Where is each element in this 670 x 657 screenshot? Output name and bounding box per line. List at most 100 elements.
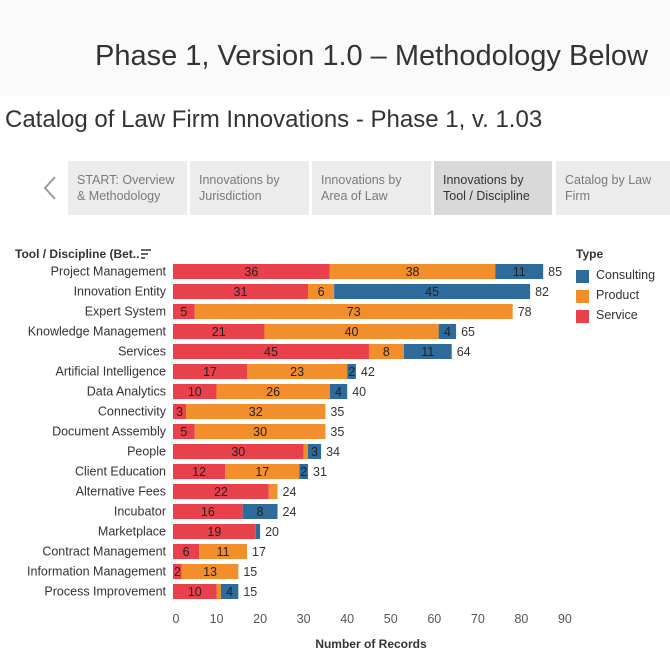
bar-segment-product[interactable] xyxy=(216,584,221,599)
bar-segment-service[interactable] xyxy=(173,324,265,339)
tab-overview-methodology[interactable]: START: Overview & Methodology xyxy=(68,161,187,215)
legend-swatch-consulting xyxy=(576,270,589,283)
x-tick-label: 70 xyxy=(471,612,485,626)
segment-data-label: 11 xyxy=(217,545,230,559)
total-label: 35 xyxy=(330,405,344,419)
category-label: Services xyxy=(118,345,166,359)
legend-item-service[interactable]: Service xyxy=(576,307,638,327)
bar-segment-consulting[interactable] xyxy=(495,264,544,279)
segment-data-label: 2 xyxy=(174,565,181,579)
bar-segment-consulting[interactable] xyxy=(403,344,452,359)
bar-segment-product[interactable] xyxy=(181,564,239,579)
bar-segment-consulting[interactable] xyxy=(299,464,309,479)
bar-segment-product[interactable] xyxy=(268,484,278,499)
bar-segment-service[interactable] xyxy=(173,544,200,559)
bar-segment-product[interactable] xyxy=(194,424,326,439)
tab-innovations-by-tool-discipline[interactable]: Innovations by Tool / Discipline xyxy=(434,161,552,215)
category-label: Knowledge Management xyxy=(28,325,167,339)
segment-data-label: 26 xyxy=(266,385,280,399)
bar-segment-service[interactable] xyxy=(173,484,269,499)
segment-data-label: 4 xyxy=(444,325,451,339)
bar-segment-service[interactable] xyxy=(173,344,369,359)
legend-swatch-service xyxy=(576,310,589,323)
total-label: 65 xyxy=(461,325,475,339)
tab-catalog-by-law-firm[interactable]: Catalog by Law Firm xyxy=(556,161,670,215)
bar-segment-product[interactable] xyxy=(329,264,496,279)
bar-segment-product[interactable] xyxy=(186,404,326,419)
story-navigation: START: Overview & Methodology Innovations… xyxy=(0,161,670,215)
segment-data-label: 4 xyxy=(226,585,233,599)
bar-segment-service[interactable] xyxy=(173,284,309,299)
segment-data-label: 10 xyxy=(188,385,202,399)
x-tick-label: 10 xyxy=(210,612,224,626)
legend: Type Consulting Product Service xyxy=(576,247,655,327)
total-label: 35 xyxy=(330,425,344,439)
segment-data-label: 30 xyxy=(253,425,267,439)
segment-data-label: 6 xyxy=(183,545,190,559)
bar-segment-consulting[interactable] xyxy=(308,444,322,459)
bar-segment-service[interactable] xyxy=(173,444,304,459)
segment-data-label: 13 xyxy=(203,565,217,579)
bar-segment-product[interactable] xyxy=(199,544,248,559)
bar-segment-service[interactable] xyxy=(173,464,226,479)
total-label: 40 xyxy=(352,385,366,399)
bar-segment-service[interactable] xyxy=(173,404,187,419)
total-label: 24 xyxy=(283,505,297,519)
x-axis: 0 10 20 30 40 50 60 70 80 90 xyxy=(173,612,572,626)
total-label: 31 xyxy=(313,465,327,479)
bar-segment-service[interactable] xyxy=(173,584,217,599)
segment-data-label: 3 xyxy=(311,445,318,459)
bar-segment-service[interactable] xyxy=(173,364,248,379)
segment-data-label: 45 xyxy=(264,345,278,359)
total-label: 82 xyxy=(535,285,549,299)
bar-segment-service[interactable] xyxy=(173,424,195,439)
legend-item-consulting[interactable]: Consulting xyxy=(576,267,655,287)
bar-segment-product[interactable] xyxy=(225,464,300,479)
bar-segment-product[interactable] xyxy=(216,384,330,399)
bar-segment-product[interactable] xyxy=(247,364,348,379)
segment-data-label: 5 xyxy=(180,305,187,319)
segment-data-label: 73 xyxy=(347,305,361,319)
bar-segment-product[interactable] xyxy=(303,444,309,459)
bar-segment-consulting[interactable] xyxy=(220,584,239,599)
header-band xyxy=(0,0,670,96)
tab-innovations-by-area-of-law[interactable]: Innovations by Area of Law xyxy=(312,161,431,215)
bar-segment-service[interactable] xyxy=(173,304,195,319)
category-label: Contract Management xyxy=(42,545,166,559)
bar-segment-service[interactable] xyxy=(173,504,243,519)
category-label: People xyxy=(127,445,166,459)
category-label: Document Assembly xyxy=(52,425,167,439)
bar-segment-consulting[interactable] xyxy=(347,364,356,379)
bar-segment-consulting[interactable] xyxy=(334,284,531,299)
x-tick-label: 90 xyxy=(558,612,572,626)
bar-segment-consulting[interactable] xyxy=(242,504,278,519)
tab-innovations-by-jurisdiction[interactable]: Innovations by Jurisdiction xyxy=(190,161,309,215)
bar-segment-service[interactable] xyxy=(173,524,256,539)
category-label: Process Improvement xyxy=(44,585,166,599)
legend-swatch-product xyxy=(576,290,589,303)
bar-segment-product[interactable] xyxy=(264,324,439,339)
legend-item-product[interactable]: Product xyxy=(576,287,639,307)
category-label: Incubator xyxy=(114,505,166,519)
segment-data-label: 19 xyxy=(207,525,221,539)
category-label: Project Management xyxy=(51,265,167,279)
total-label: 24 xyxy=(283,485,297,499)
segment-data-label: 10 xyxy=(188,585,202,599)
bar-segment-product[interactable] xyxy=(308,284,335,299)
x-axis-title: Number of Records xyxy=(315,637,427,651)
x-tick-label: 0 xyxy=(173,612,180,626)
bar-segment-product[interactable] xyxy=(194,304,513,319)
chevron-left-icon[interactable] xyxy=(40,173,60,203)
bar-segment-service[interactable] xyxy=(173,564,182,579)
bar-segment-consulting[interactable] xyxy=(438,324,457,339)
bar-segment-consulting[interactable] xyxy=(329,384,348,399)
bar-segment-service[interactable] xyxy=(173,384,217,399)
bar-segment-consulting[interactable] xyxy=(255,524,261,539)
segment-data-label: 11 xyxy=(421,345,434,359)
category-label: Information Management xyxy=(27,565,166,579)
bar-segment-service[interactable] xyxy=(173,264,330,279)
segment-data-label: 11 xyxy=(513,265,526,279)
bar-segment-product[interactable] xyxy=(368,344,404,359)
sort-icon[interactable] xyxy=(141,249,151,259)
